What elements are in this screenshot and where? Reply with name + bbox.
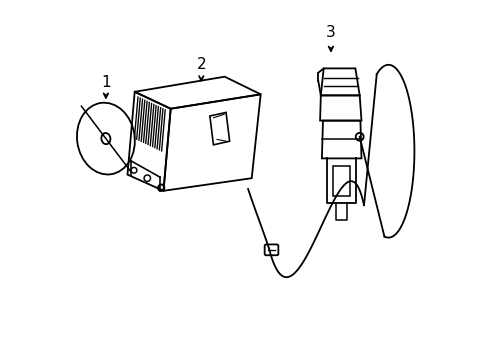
Text: 1: 1 [101,75,110,90]
Text: 3: 3 [325,25,335,40]
Text: 2: 2 [196,57,205,72]
